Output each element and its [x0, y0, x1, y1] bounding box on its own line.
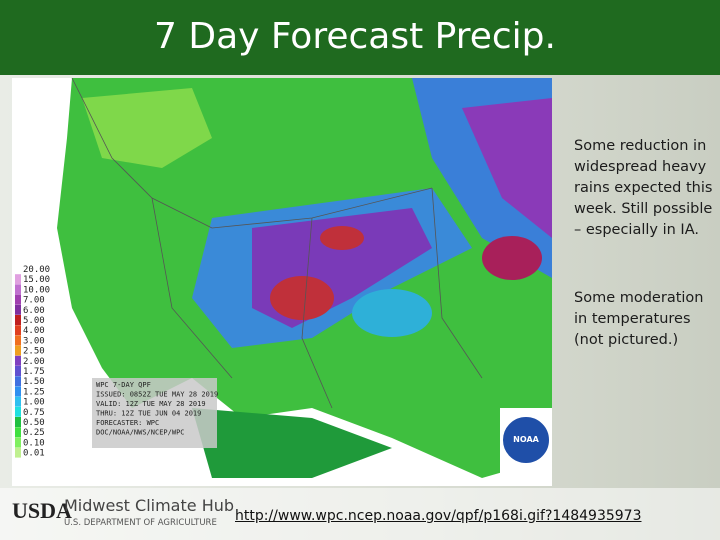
legend-label: 6.00 [23, 306, 45, 316]
precip-area [82, 88, 212, 168]
legend-label: 1.25 [23, 387, 45, 397]
legend-label: 1.50 [23, 377, 45, 387]
legend-swatch [15, 417, 21, 427]
legend-swatch [15, 437, 21, 448]
legend-label: 20.00 [23, 265, 50, 275]
department: U.S. DEPARTMENT OF AGRICULTURE [64, 518, 217, 528]
legend-swatch [15, 294, 21, 305]
precip-area [192, 408, 392, 478]
precip-area [320, 226, 364, 250]
legend-label: 4.00 [23, 326, 45, 336]
legend-swatch [15, 366, 21, 376]
legend-swatch [15, 274, 21, 285]
header-bar: 7 Day Forecast Precip. [0, 0, 720, 75]
legend-swatch [15, 447, 21, 458]
legend-swatch [15, 335, 21, 346]
info-line: FORECASTER: WPC [96, 419, 159, 427]
info-line: WPC 7-DAY QPF [96, 381, 151, 389]
legend-label: 15.00 [23, 275, 50, 285]
note: Some moderation in temperatures (not pic… [574, 290, 704, 348]
boundary [71, 78, 483, 409]
info-line: DOC/NOAA/NWS/NCEP/WPC [96, 429, 185, 437]
logo-text: NOAA [513, 435, 539, 444]
info-text: WPC 7-DAY QPF ISSUED: 0852Z TUE MAY 28 20… [96, 381, 218, 437]
info-line: ISSUED: 0852Z TUE MAY 28 2019 [96, 391, 218, 399]
legend-label: 0.25 [23, 428, 45, 438]
precip-area [270, 276, 334, 320]
legend-swatch [15, 355, 21, 366]
legend-swatch [15, 427, 21, 438]
legend-label: 0.01 [23, 449, 45, 459]
legend-swatch [15, 386, 21, 397]
slide-title: 7 Day Forecast Precip. [154, 16, 556, 57]
legend-swatch [15, 304, 21, 315]
agency-logo: USDA [12, 498, 72, 523]
precip-area [352, 289, 432, 337]
legend-label: 10.00 [23, 285, 50, 295]
legend-label: 1.00 [23, 398, 45, 408]
legend-label: 1.75 [23, 367, 45, 377]
legend-label: 3.00 [23, 336, 45, 346]
legend-swatch [15, 325, 21, 336]
legend-label: 0.50 [23, 418, 45, 428]
legend-swatch [15, 315, 21, 325]
precip-area [482, 236, 542, 280]
legend-swatch [15, 376, 21, 387]
info-line: THRU: 12Z TUE JUN 04 2019 [96, 410, 201, 418]
precip-map: 20.0015.0010.007.006.005.004.003.002.502… [12, 78, 552, 486]
legend-swatch [15, 345, 21, 356]
hub-name: Midwest Climate Hub [64, 496, 235, 515]
legend: 20.0015.0010.007.006.005.004.003.002.502… [14, 262, 56, 459]
legend-label: 2.50 [23, 347, 45, 357]
legend-label: 0.75 [23, 408, 45, 418]
legend-label: 0.10 [23, 438, 45, 448]
legend-label: 2.00 [23, 357, 45, 367]
legend-label: 5.00 [23, 316, 45, 326]
source-link[interactable]: http://www.wpc.ncep.noaa.gov/qpf/p168i.g… [235, 508, 642, 524]
footer: USDA Midwest Climate Hub U.S. DEPARTMENT… [0, 488, 720, 540]
legend-swatch [15, 406, 21, 417]
info-line: VALID: 12Z TUE MAY 28 2019 [96, 400, 206, 408]
note: Some reduction in widespread heavy rains… [574, 138, 713, 238]
legend-swatch [15, 284, 21, 295]
precip-area [462, 98, 552, 238]
legend-swatch [15, 396, 21, 407]
legend-label: 7.00 [23, 296, 45, 306]
info-box [92, 378, 217, 448]
legend-swatch [15, 264, 21, 274]
noaa-logo [501, 415, 551, 465]
